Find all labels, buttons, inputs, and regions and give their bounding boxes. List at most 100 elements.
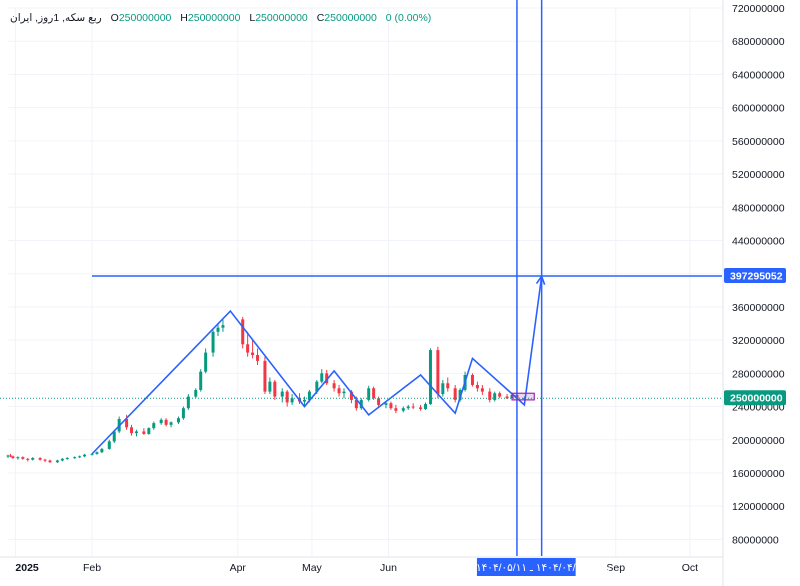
- candle-body: [290, 398, 294, 403]
- open-label: O: [110, 12, 119, 24]
- candle-body: [95, 452, 99, 454]
- candle-body: [320, 373, 324, 382]
- candle-body: [342, 391, 346, 394]
- legend: ربع سکه, 1روز, ایران O250000000 H2500000…: [10, 12, 437, 24]
- candle-body: [241, 319, 245, 345]
- price-tick-label: 640000000: [732, 69, 785, 81]
- candle-body: [142, 431, 146, 434]
- date-range-badge-bg: [476, 558, 576, 576]
- candle-body: [394, 408, 398, 411]
- price-tick-label: 440000000: [732, 235, 785, 247]
- candle-body: [31, 458, 35, 460]
- candle-body: [411, 406, 415, 408]
- candle-body: [505, 396, 509, 399]
- candle-body: [307, 391, 311, 400]
- candle-body: [251, 352, 255, 356]
- candle-body: [100, 448, 104, 453]
- time-tick-label: Oct: [682, 562, 698, 574]
- highlight-box[interactable]: [511, 392, 535, 401]
- date-range-badge: شنبه ۱۴۰۴/۰۴/۲۱ ـ ۱۴۰۴/۰۵/۱۱: [476, 562, 611, 574]
- candle-body: [475, 384, 479, 389]
- candle-body: [199, 371, 203, 390]
- high-value: 250000000: [187, 12, 241, 24]
- candle-body: [401, 408, 405, 411]
- low-value: 250000000: [255, 12, 308, 24]
- price-tick-label: 600000000: [732, 103, 785, 115]
- highlight-rect[interactable]: [511, 392, 535, 401]
- candle-body: [315, 381, 319, 392]
- time-tick-label: Apr: [230, 562, 247, 574]
- candle-body: [211, 331, 215, 353]
- candle-body: [78, 456, 82, 458]
- candle-body: [332, 383, 336, 389]
- candle-body: [107, 441, 111, 449]
- candle-body: [522, 398, 526, 400]
- candle-body: [273, 381, 277, 397]
- candle-body: [73, 457, 77, 459]
- candle-body: [186, 396, 190, 409]
- candle-body: [384, 403, 388, 405]
- time-tick-label: Feb: [83, 562, 101, 574]
- open-value: 250000000: [118, 12, 172, 24]
- change-value: 0 (0.00%): [385, 12, 432, 24]
- candle-body: [26, 458, 30, 460]
- candle-body: [60, 458, 64, 461]
- candle-body: [134, 431, 138, 434]
- vertical-lines[interactable]: [516, 0, 543, 556]
- time-tick-label: 2025: [15, 562, 39, 574]
- candle-body: [48, 460, 52, 463]
- candle-body: [302, 399, 306, 402]
- candle-body: [169, 422, 173, 425]
- price-tick-label: 80000000: [732, 534, 779, 546]
- candle-body: [90, 453, 94, 455]
- candle-body: [130, 427, 134, 434]
- candle-body: [280, 391, 284, 397]
- price-tick-label: 320000000: [732, 335, 785, 347]
- candle-body: [16, 457, 20, 459]
- target-price-badge-bg: [724, 267, 786, 283]
- candle-body: [498, 393, 502, 397]
- candle-body: [221, 325, 225, 328]
- candle-body: [367, 388, 371, 400]
- candle-body: [354, 399, 358, 409]
- price-tick-label: 200000000: [732, 435, 785, 447]
- price-tick-label: 720000000: [732, 3, 785, 15]
- time-tick-label: Jun: [380, 562, 397, 574]
- candle-body: [453, 388, 457, 400]
- candle-body: [285, 391, 289, 403]
- price-tick-label: 120000000: [732, 501, 785, 513]
- candle-body: [424, 404, 428, 410]
- close-value: 250000000: [324, 12, 377, 24]
- candle-body: [112, 431, 116, 442]
- candle-body: [349, 391, 353, 400]
- candle-body: [21, 457, 25, 459]
- candle-body: [389, 403, 393, 409]
- candle-body: [159, 419, 163, 424]
- candle-body: [164, 419, 168, 425]
- target-price-badge: 397295052: [730, 270, 783, 282]
- high-label: H: [180, 12, 188, 24]
- candle-body: [406, 406, 410, 409]
- candle-body: [65, 458, 69, 460]
- candle-body: [470, 374, 474, 385]
- time-axis[interactable]: 2025 Feb Apr May Jun Sep Oct: [0, 556, 723, 574]
- candle-body: [372, 388, 376, 399]
- candle-body: [11, 456, 15, 459]
- candle-body: [6, 455, 10, 457]
- candle-body: [337, 388, 341, 394]
- candle-body: [43, 459, 47, 461]
- zigzag-line[interactable]: [91, 276, 543, 455]
- price-tick-label: 560000000: [732, 136, 785, 148]
- time-tick-label: Sep: [606, 562, 625, 574]
- symbol-label[interactable]: ربع سکه, 1روز, ایران: [10, 12, 102, 24]
- candle-body: [194, 389, 198, 397]
- candle-body: [125, 419, 129, 428]
- candle-body: [147, 428, 151, 434]
- candle-body: [480, 388, 484, 392]
- candle-body: [493, 393, 497, 400]
- candle-body: [256, 355, 260, 361]
- candle-body: [446, 383, 450, 389]
- close-label: C: [316, 12, 325, 24]
